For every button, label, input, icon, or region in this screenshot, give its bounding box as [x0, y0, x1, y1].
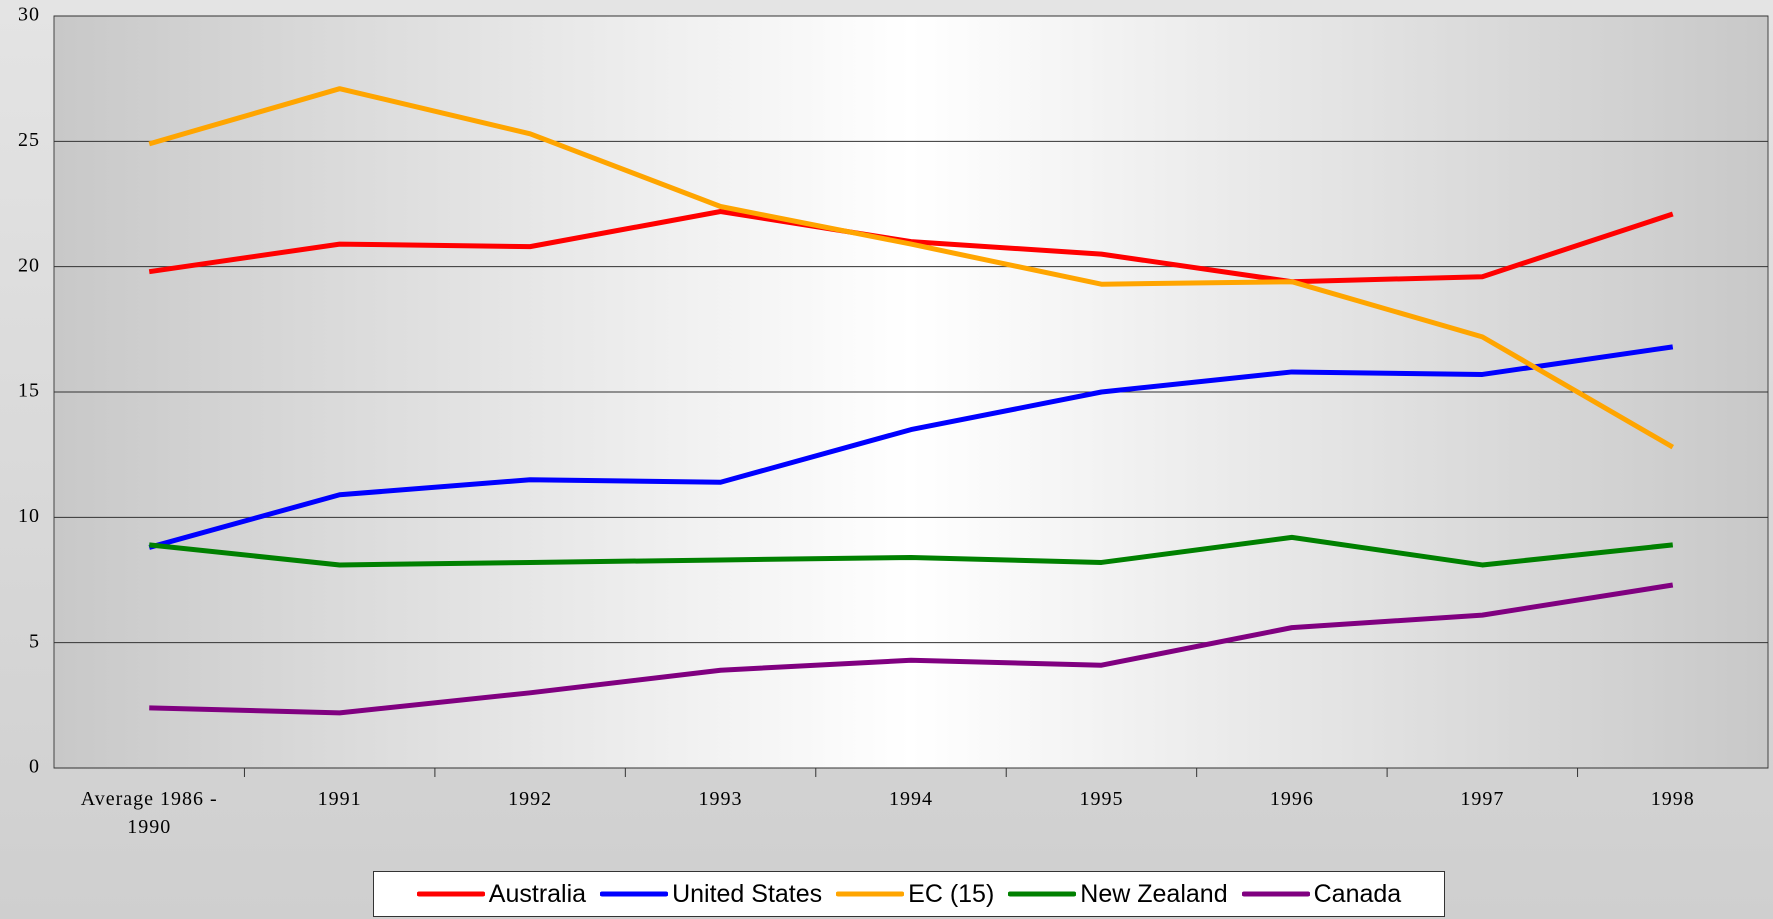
line-series	[148, 344, 1674, 550]
legend-swatch	[1241, 891, 1310, 897]
legend-item: EC (15)	[836, 880, 994, 909]
x-tick-label: Average 1986 - 1990	[80, 788, 218, 838]
legend-label: Australia	[488, 879, 587, 908]
legend-swatch	[416, 891, 485, 897]
legend-item: Canada	[1241, 879, 1402, 909]
legend-label: EC (15)	[908, 879, 995, 908]
y-tick-label: 0	[29, 756, 40, 778]
legend-item: Australia	[416, 879, 587, 909]
x-tick-label: 1994	[889, 788, 933, 810]
legend-label: New Zealand	[1080, 879, 1228, 908]
legend-item: United States	[600, 880, 822, 909]
x-tick-label: 1991	[317, 788, 362, 810]
legend-swatch	[600, 891, 669, 897]
x-tick-label: 1997	[1460, 788, 1505, 810]
y-tick-label: 5	[29, 630, 40, 652]
line-series	[148, 86, 1675, 450]
y-tick-label: 10	[18, 505, 40, 527]
y-tick-label: 25	[18, 129, 40, 151]
legend-swatch	[1008, 891, 1077, 897]
legend-label: Canada	[1313, 879, 1402, 908]
legend-label: United States	[672, 879, 823, 908]
legend: Australia United States EC (15) New Zealand…	[373, 871, 1445, 917]
line-series	[148, 534, 1674, 568]
x-tick-label: 1995	[1079, 788, 1124, 810]
x-tick-label: 1992	[508, 788, 553, 810]
y-tick-label: 20	[18, 254, 40, 276]
x-tick-label: 1993	[698, 788, 743, 810]
line-series	[149, 582, 1674, 716]
y-tick-label: 30	[18, 4, 40, 26]
x-tick-label: 1998	[1650, 788, 1695, 810]
legend-item: New Zealand	[1008, 879, 1228, 909]
legend-swatch	[836, 891, 905, 897]
y-tick-label: 15	[18, 380, 40, 402]
x-tick-label: 1996	[1269, 788, 1314, 810]
